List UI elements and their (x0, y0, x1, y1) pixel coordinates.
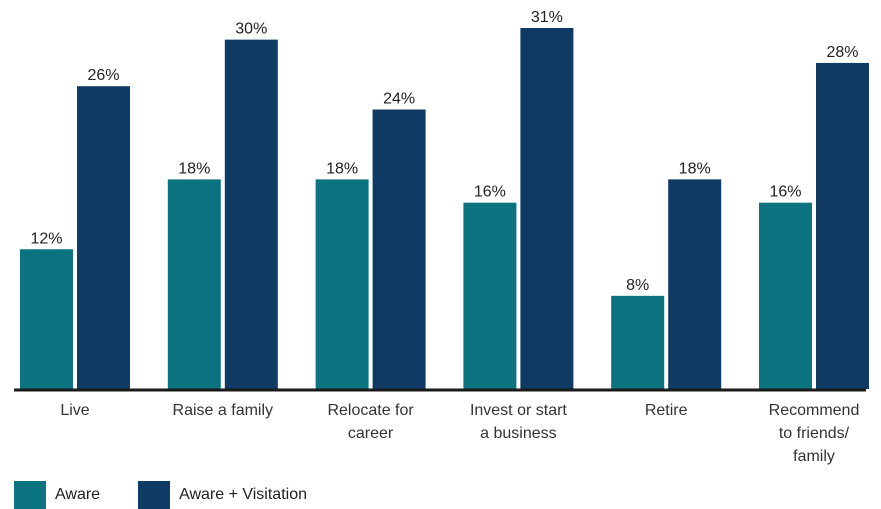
data-label: 18% (178, 160, 210, 177)
legend-item-aware: Aware (14, 481, 100, 509)
category-label: Raise a family (173, 402, 273, 419)
data-label: 31% (531, 9, 563, 26)
data-label: 18% (679, 160, 711, 177)
bar-aware-visitation (372, 109, 426, 390)
category-label: Retire (645, 402, 688, 419)
data-label: 12% (30, 230, 62, 247)
bar-aware-visitation (224, 39, 278, 389)
data-label: 28% (826, 44, 858, 61)
bar-chart: 12% 26% Live 18% 30% Raise a family 18% 24% Relo… (14, 9, 869, 465)
data-label: 16% (769, 184, 801, 201)
bar-aware (611, 295, 665, 389)
bar-aware-visitation (77, 86, 130, 390)
data-label: 30% (235, 21, 267, 38)
bar-aware (167, 179, 221, 389)
bar-aware (315, 179, 369, 389)
data-label: 26% (87, 67, 119, 84)
bar-aware-visitation (816, 62, 869, 389)
bar-aware-visitation (520, 28, 574, 389)
legend-swatch-aware (14, 481, 46, 509)
bar-aware (463, 202, 517, 389)
category-label: Live (60, 402, 89, 419)
legend: Aware Aware + Visitation (14, 481, 345, 509)
data-label: 16% (474, 184, 506, 201)
data-label: 24% (383, 91, 415, 108)
legend-item-aware-visitation: Aware + Visitation (138, 481, 307, 509)
bar-aware (20, 249, 73, 389)
bar-aware (759, 202, 812, 389)
category-label: Recommend to friends/family (769, 402, 860, 465)
data-label: 18% (326, 160, 358, 177)
data-label: 8% (626, 277, 649, 294)
legend-label-aware-visitation: Aware + Visitation (179, 486, 307, 503)
legend-label-aware: Aware (55, 486, 101, 503)
bar-aware-visitation (668, 179, 722, 389)
category-label: Relocate for career (327, 402, 414, 442)
category-label: Invest or start a business (470, 402, 567, 442)
legend-swatch-aware-visitation (138, 481, 171, 509)
